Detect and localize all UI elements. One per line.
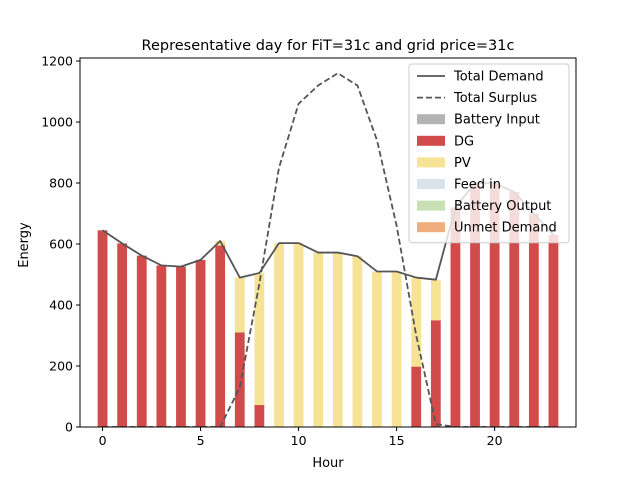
y-tick-label-1000: 1000	[41, 115, 73, 130]
x-axis-label: Hour	[312, 456, 344, 471]
bar-dg-hour-0	[97, 230, 108, 427]
bar-dg-hour-18	[450, 207, 461, 427]
bar-pv-hour-15	[391, 271, 402, 427]
y-tick-label-200: 200	[49, 359, 73, 374]
legend-label-feed-in: Feed in	[454, 178, 501, 193]
legend-swatch-pv	[417, 157, 445, 168]
x-tick-label-15: 15	[389, 433, 405, 448]
bar-dg-hour-3	[156, 265, 167, 427]
x-tick-label-10: 10	[291, 433, 307, 448]
legend-label-battery-output: Battery Output	[454, 199, 551, 214]
bar-dg-hour-20	[489, 183, 500, 427]
bar-dg-hour-23	[548, 234, 559, 427]
bar-pv-hour-8	[254, 272, 265, 406]
y-axis-label: Energy	[17, 222, 32, 268]
bar-pv-hour-9	[274, 243, 284, 427]
y-tick-label-0: 0	[65, 420, 73, 435]
y-tick-label-600: 600	[49, 237, 73, 252]
legend-label-unmet-demand: Unmet Demand	[454, 221, 557, 236]
bar-pv-hour-12	[332, 252, 343, 427]
bar-dg-hour-7	[234, 332, 245, 427]
legend-swatch-unmet-demand	[417, 222, 445, 233]
legend-label-pv: PV	[454, 156, 471, 171]
bar-pv-hour-16	[411, 277, 422, 367]
bar-pv-hour-10	[293, 243, 304, 427]
bar-dg-hour-19	[470, 183, 480, 427]
x-tick-label-0: 0	[99, 433, 107, 448]
axes-frame	[79, 57, 577, 428]
bar-pv-hour-11	[313, 252, 324, 427]
line-total-surplus	[102, 72, 554, 427]
bar-pv-hour-17	[430, 279, 441, 321]
legend-swatch-battery-input	[417, 114, 445, 125]
x-tick-label-20: 20	[487, 433, 503, 448]
bar-dg-hour-16	[411, 366, 422, 427]
bar-pv-hour-14	[372, 271, 382, 427]
legend-label-battery-input: Battery Input	[454, 113, 540, 128]
bar-dg-hour-6	[215, 245, 226, 427]
bar-pv-hour-13	[352, 256, 363, 427]
legend-swatch-dg	[417, 135, 445, 146]
y-tick-label-800: 800	[49, 176, 73, 191]
bar-dg-hour-21	[509, 192, 520, 427]
bar-dg-hour-8	[254, 405, 265, 427]
chart-title: Representative day for FiT=31c and grid …	[142, 38, 515, 54]
bar-dg-hour-4	[176, 266, 186, 427]
legend-label-total-demand: Total Demand	[453, 70, 544, 85]
legend: Total Demand Total Surplus Battery Input DG…	[408, 63, 570, 244]
bar-dg-hour-1	[117, 243, 128, 427]
bar-dg-hour-17	[430, 320, 441, 427]
x-tick-label-5: 5	[197, 433, 205, 448]
bar-dg-hour-5	[195, 259, 206, 427]
legend-swatch-battery-output	[417, 200, 445, 211]
legend-swatch-feed-in	[417, 179, 445, 189]
legend-label-dg: DG	[454, 134, 474, 149]
y-tick-label-1200: 1200	[41, 54, 73, 69]
bar-pv-hour-6	[215, 240, 226, 246]
y-tick-label-400: 400	[49, 298, 73, 313]
bar-dg-hour-2	[136, 255, 147, 427]
bar-pv-hour-7	[234, 277, 245, 333]
bar-dg-hour-22	[528, 213, 539, 427]
legend-box	[408, 63, 570, 244]
legend-label-total-surplus: Total Surplus	[453, 91, 537, 106]
